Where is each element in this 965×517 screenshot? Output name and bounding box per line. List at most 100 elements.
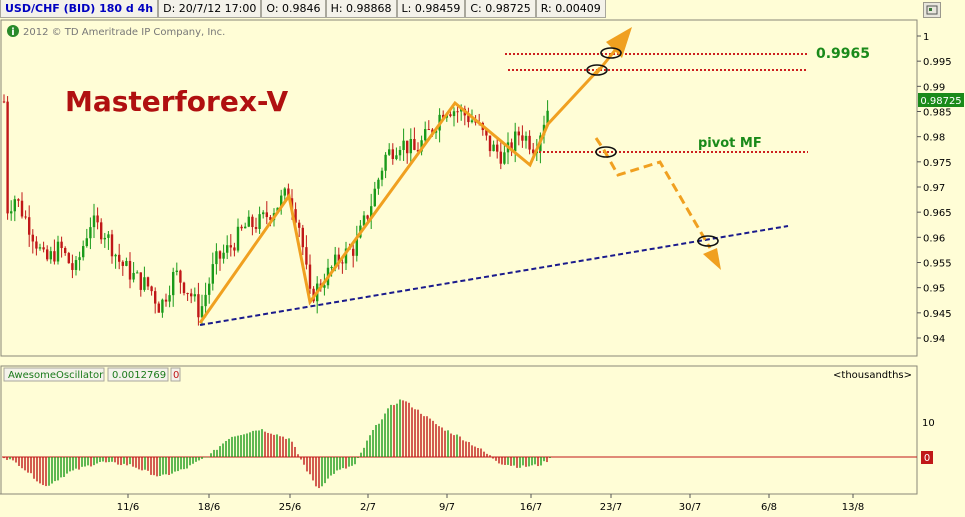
candle xyxy=(398,146,402,161)
zigzag-line xyxy=(198,66,602,324)
price-tick-label: 0.98 xyxy=(923,133,945,144)
candle xyxy=(352,244,355,268)
oscillator-bars-group xyxy=(3,399,551,489)
candle xyxy=(197,282,200,326)
svg-text:i: i xyxy=(11,27,14,38)
info-icon[interactable]: i xyxy=(7,25,19,38)
candle xyxy=(6,96,9,220)
oscillator-zero-axis-badge xyxy=(921,451,933,464)
candle xyxy=(31,229,34,254)
candle xyxy=(64,246,67,256)
watermark-text: Masterforex-V xyxy=(65,85,288,118)
candle xyxy=(103,232,106,248)
candle xyxy=(528,130,531,155)
candle xyxy=(510,138,513,157)
candle xyxy=(89,217,92,250)
candle xyxy=(164,293,168,307)
candle xyxy=(172,267,175,307)
candle xyxy=(85,228,88,248)
oscillator-panel xyxy=(0,365,918,495)
candle xyxy=(503,142,506,165)
candle xyxy=(265,201,268,225)
candle xyxy=(107,231,110,250)
candle xyxy=(20,192,24,219)
candle xyxy=(128,252,132,289)
time-axis: 11/6 18/6 25/6 2/7 9/7 16/7 23/7 30/7 6/8 13/8 xyxy=(117,494,864,513)
candle xyxy=(377,177,380,195)
open-readout: O: 0.9846 xyxy=(261,0,326,18)
candle xyxy=(182,281,186,296)
target-ellipse-2 xyxy=(586,64,608,76)
candle xyxy=(211,252,214,291)
high-readout: H: 0.98868 xyxy=(325,0,397,18)
candle xyxy=(514,122,517,163)
last-price-text: 0.98725 xyxy=(920,96,961,107)
candle xyxy=(71,254,74,279)
candle xyxy=(42,241,45,253)
time-tick-label: 16/7 xyxy=(520,502,542,513)
candle xyxy=(413,127,416,151)
time-tick-label: 2/7 xyxy=(360,502,376,513)
candle xyxy=(283,187,286,201)
time-tick-label: 25/6 xyxy=(279,502,301,513)
candle xyxy=(337,247,340,270)
copyright-text: 2012 © TD Ameritrade IP Company, Inc. xyxy=(23,27,225,38)
price-axis: 1 0.995 0.99 0.985 0.98 0.975 0.97 0.965 0.96 0.9… xyxy=(917,32,952,345)
candle xyxy=(406,140,409,164)
candle xyxy=(427,120,430,131)
candle xyxy=(298,219,301,238)
candle xyxy=(10,200,13,221)
ohlc-header: USD/CHF (BID) 180 d 4h D: 20/7/12 17:00 … xyxy=(0,0,606,18)
candle xyxy=(424,121,427,143)
candle xyxy=(492,140,495,152)
candle xyxy=(168,285,171,308)
candle xyxy=(204,282,207,318)
time-tick-label: 11/6 xyxy=(117,502,139,513)
candle xyxy=(456,104,459,123)
candle xyxy=(154,287,157,314)
candle xyxy=(136,270,139,274)
candle xyxy=(229,234,232,257)
oscillator-title[interactable]: AwesomeOscillator xyxy=(8,370,104,381)
candle xyxy=(370,193,373,229)
time-tick-label: 30/7 xyxy=(679,502,701,513)
chart-settings-button[interactable] xyxy=(923,2,941,18)
candle xyxy=(100,218,103,244)
candle xyxy=(53,239,56,265)
candle xyxy=(82,240,85,261)
candle xyxy=(488,135,492,157)
price-tick-label: 0.945 xyxy=(923,309,952,320)
candle xyxy=(499,141,502,170)
candle xyxy=(114,253,117,269)
candle xyxy=(546,100,549,126)
candle xyxy=(74,255,78,276)
candle xyxy=(402,128,405,161)
candle xyxy=(125,257,128,267)
price-tick-label: 0.975 xyxy=(923,158,952,169)
candle xyxy=(143,266,146,292)
candle xyxy=(244,222,247,229)
candle xyxy=(186,292,189,301)
candle xyxy=(60,236,63,258)
price-tick-label: 0.985 xyxy=(923,108,952,119)
candle xyxy=(380,167,384,187)
date-readout: D: 20/7/12 17:00 xyxy=(158,0,262,18)
forecast-line xyxy=(594,137,712,249)
candle xyxy=(226,235,229,260)
time-tick-label: 23/7 xyxy=(600,502,622,513)
symbol-label[interactable]: USD/CHF (BID) 180 d 4h xyxy=(0,0,159,18)
candle xyxy=(157,301,160,313)
candle xyxy=(355,225,358,262)
candle xyxy=(395,147,398,161)
candle xyxy=(13,195,16,222)
candle xyxy=(233,242,236,257)
time-tick-label: 18/6 xyxy=(198,502,220,513)
candle xyxy=(262,210,265,219)
candle xyxy=(236,218,240,253)
oscillator-zero-badge: 0 xyxy=(173,370,179,381)
candle xyxy=(190,288,193,304)
settings-icon xyxy=(926,5,938,15)
price-tick-label: 0.96 xyxy=(923,233,945,244)
candle xyxy=(150,285,153,296)
